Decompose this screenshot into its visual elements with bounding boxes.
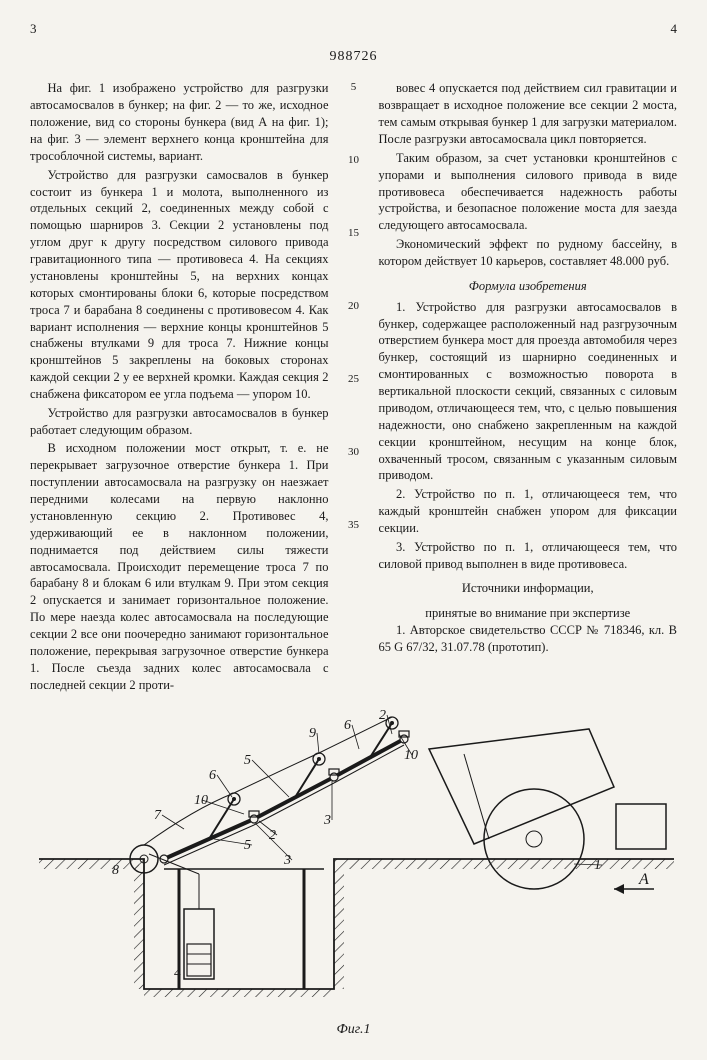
paragraph: Устройство для разгрузки автосамосвалов … <box>30 405 329 439</box>
paragraph: вовес 4 опускается под действием сил гра… <box>379 80 678 148</box>
column-right: вовес 4 опускается под действием сил гра… <box>379 80 678 695</box>
paragraph: Экономический эффект по рудному бассейну… <box>379 236 678 270</box>
patent-number: 988726 <box>30 48 677 67</box>
line-number: 20 <box>348 299 359 314</box>
svg-text:4: 4 <box>174 966 181 981</box>
line-number: 10 <box>348 153 359 168</box>
svg-text:3: 3 <box>323 813 331 828</box>
svg-text:2: 2 <box>269 828 276 843</box>
svg-text:5: 5 <box>244 753 251 768</box>
paragraph: В исходном положении мост открыт, т. е. … <box>30 440 329 693</box>
claim: 2. Устройство по п. 1, отличающееся тем,… <box>379 486 678 537</box>
paragraph: На фиг. 1 изображено устройство для разг… <box>30 80 329 164</box>
paragraph: Устройство для разгрузки самосвалов в бу… <box>30 167 329 403</box>
line-number: 15 <box>348 226 359 241</box>
svg-text:7: 7 <box>154 808 162 823</box>
column-left: На фиг. 1 изображено устройство для разг… <box>30 80 329 695</box>
formula-title: Формула изобретения <box>379 278 678 295</box>
sources-subtitle: принятые во внимание при экспертизе <box>379 605 678 622</box>
sources-title: Источники информации, <box>379 580 678 597</box>
source-item: 1. Авторское свидетельство СССР № 718346… <box>379 622 678 656</box>
line-number: 30 <box>348 445 359 460</box>
svg-text:А: А <box>638 871 649 888</box>
line-number: 25 <box>348 372 359 387</box>
line-number: 5 <box>351 80 357 95</box>
claim: 3. Устройство по п. 1, отличающееся тем,… <box>379 539 678 573</box>
text-columns: На фиг. 1 изображено устройство для разг… <box>30 80 677 695</box>
figure-1: 48А123566791010235 Фиг.1 <box>30 709 677 1040</box>
claim: 1. Устройство для разгрузки автосамосвал… <box>379 299 678 485</box>
page-number-right: 4 <box>671 20 678 38</box>
svg-text:6: 6 <box>344 718 351 733</box>
svg-text:10: 10 <box>404 748 418 763</box>
svg-text:10: 10 <box>194 793 208 808</box>
svg-text:1: 1 <box>594 858 601 873</box>
svg-text:8: 8 <box>112 863 119 878</box>
svg-text:2: 2 <box>379 709 386 723</box>
svg-text:5: 5 <box>244 838 251 853</box>
paragraph: Таким образом, за счет установки кронште… <box>379 150 678 234</box>
svg-text:9: 9 <box>309 726 316 741</box>
page-header: 3 4 <box>30 20 677 48</box>
page-number-left: 3 <box>30 20 37 38</box>
line-number-gutter: 5 10 15 20 25 30 35 <box>347 80 361 695</box>
svg-text:6: 6 <box>209 768 216 783</box>
figure-svg: 48А123566791010235 <box>34 709 674 1019</box>
line-number: 35 <box>348 518 359 533</box>
figure-caption: Фиг.1 <box>30 1021 677 1040</box>
